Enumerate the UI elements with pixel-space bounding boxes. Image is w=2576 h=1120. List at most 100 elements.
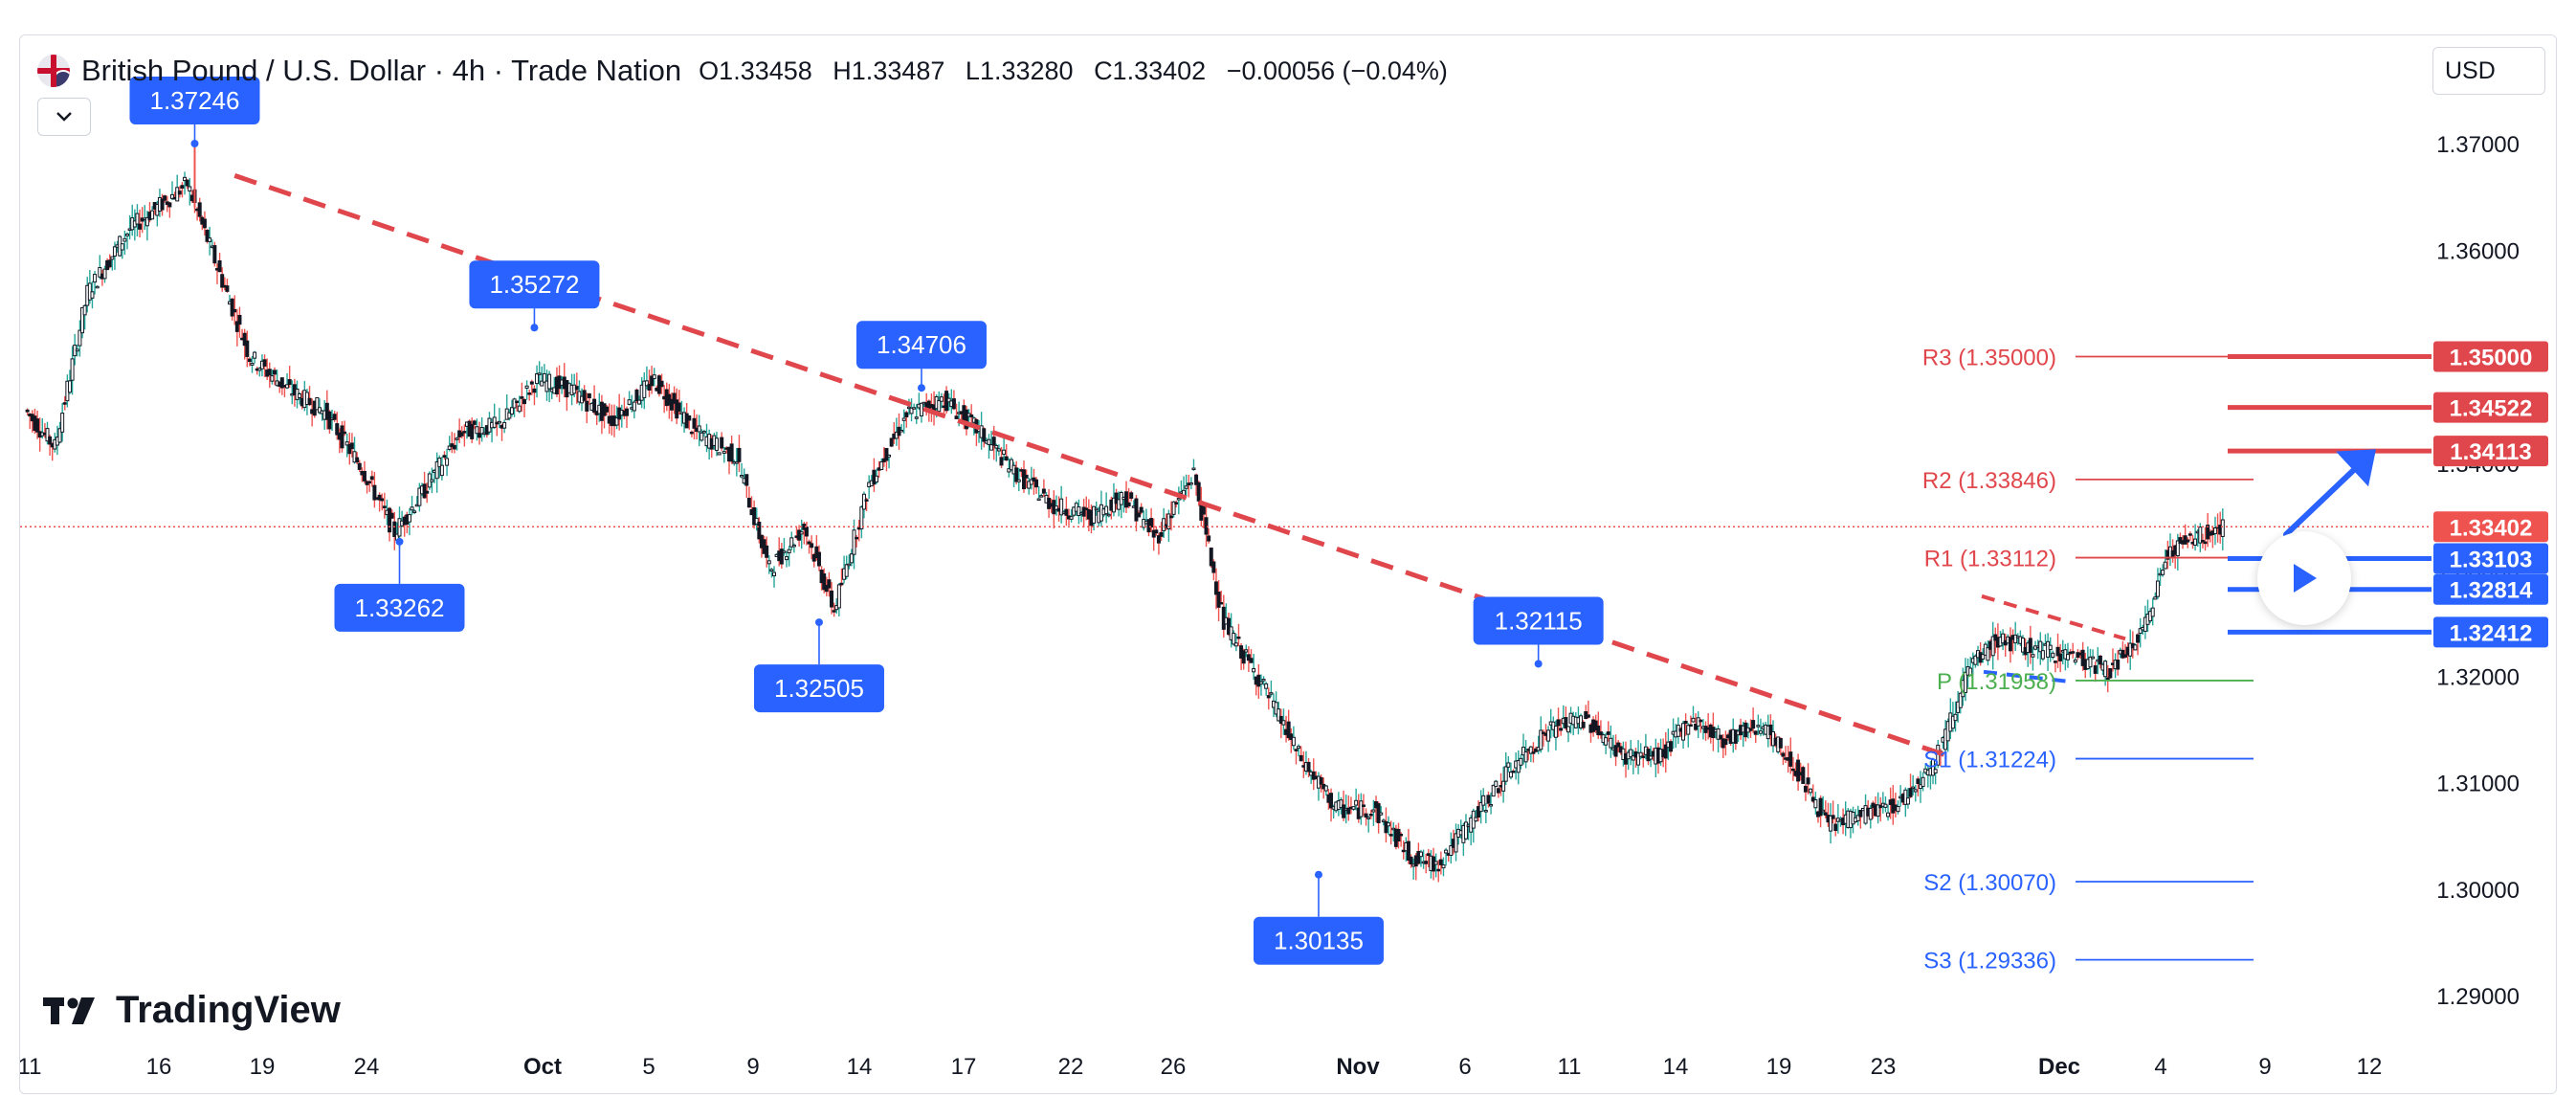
swing-callout-box[interactable] — [469, 260, 600, 309]
candle-body — [1436, 868, 1441, 872]
candle-body — [1424, 861, 1429, 864]
candle-body — [632, 401, 636, 412]
x-tick-label: 26 — [1161, 1054, 1187, 1080]
candle-body — [605, 406, 610, 413]
candle-body — [720, 437, 724, 449]
candle-body — [1371, 809, 1376, 813]
candle-body — [2065, 654, 2070, 661]
projection-arrow[interactable] — [2283, 461, 2362, 538]
symbol-title[interactable]: British Pound / U.S. Dollar · 4h · Trade… — [81, 54, 682, 87]
candle-body — [317, 407, 322, 414]
candle-body — [285, 384, 290, 389]
swing-callout-box[interactable] — [855, 321, 987, 370]
candle-body — [197, 202, 202, 217]
candle-body — [1986, 647, 1990, 661]
candle-body — [1631, 755, 1635, 761]
candle-body — [1598, 731, 1603, 736]
candle-body — [1416, 850, 1421, 864]
candle-body — [1264, 683, 1269, 689]
candle-body — [637, 399, 642, 405]
candle-body — [70, 358, 75, 381]
price-axis-tag — [2433, 341, 2548, 372]
candle-body — [614, 417, 619, 426]
candle-body — [202, 218, 207, 229]
candle-body — [899, 429, 904, 433]
candle-body — [110, 256, 115, 260]
candle-body — [1191, 467, 1196, 471]
candle-body — [697, 425, 701, 433]
candle-body — [1232, 633, 1236, 645]
chart-header: British Pound / U.S. Dollar · 4h · Trade… — [37, 51, 1461, 91]
tradingview-logo[interactable]: TradingView — [43, 989, 341, 1032]
candle-body — [307, 397, 312, 406]
candle-body — [163, 195, 167, 201]
candle-body — [1903, 789, 1908, 805]
candle-body — [1361, 804, 1366, 807]
swing-callout-box[interactable] — [1253, 916, 1384, 965]
replay-play-button[interactable] — [2257, 531, 2351, 625]
candle-body — [1274, 702, 1278, 715]
legend-toggle-button[interactable] — [37, 98, 91, 136]
candle-body — [425, 490, 430, 494]
pivot-level-label: R1 (1.33112) — [1924, 547, 2056, 572]
candle-body — [1409, 856, 1413, 865]
candle-body — [1077, 506, 1081, 517]
candle-body — [1444, 849, 1449, 854]
candle-body — [1668, 741, 1673, 752]
candle-body — [1613, 745, 1618, 757]
price-axis-tag-label: 1.34522 — [2450, 396, 2533, 422]
candle-body — [737, 447, 742, 462]
candle-body — [1188, 482, 1193, 485]
candle-body — [2133, 644, 2138, 651]
change-value: −0.00056 (−0.04%) — [1226, 56, 1448, 85]
candle-body — [836, 584, 841, 609]
candle-body — [2038, 640, 2043, 653]
x-tick-label: 11 — [20, 1054, 41, 1080]
candle-body — [340, 425, 344, 449]
candle-body — [1496, 788, 1500, 794]
candle-body — [1009, 459, 1013, 471]
candle-body — [475, 426, 479, 435]
price-chart[interactable]: 1.370001.360001.350001.340001.330001.320… — [20, 35, 2556, 1093]
candle-body — [1911, 786, 1916, 790]
swing-callout-label: 1.32115 — [1495, 606, 1583, 635]
candle-body — [177, 190, 182, 195]
channel-line[interactable] — [1981, 594, 2126, 641]
candle-body — [524, 385, 529, 389]
candle-body — [652, 374, 656, 379]
candle-body — [996, 448, 1001, 452]
candle-body — [2073, 660, 2077, 663]
candle-body — [2013, 634, 2018, 644]
candle-body — [2187, 533, 2192, 536]
candle-body — [1137, 512, 1142, 518]
candle-body — [287, 379, 292, 386]
swing-callout-box[interactable] — [1473, 596, 1604, 645]
candle-body — [520, 396, 524, 399]
candle-body — [1168, 515, 1173, 519]
candle-body — [1454, 833, 1458, 853]
candle-body — [1818, 797, 1823, 817]
candle-body — [669, 398, 674, 411]
candle-body — [585, 400, 589, 412]
swing-callout-box[interactable] — [129, 77, 260, 124]
callout-anchor — [395, 537, 404, 546]
pivot-level-label: R3 (1.35000) — [1922, 346, 2056, 371]
candle-body — [951, 398, 956, 410]
open-value: O1.33458 — [699, 56, 812, 85]
candle-body — [2053, 661, 2057, 663]
candle-body — [1354, 799, 1359, 806]
swing-callout-box[interactable] — [753, 664, 884, 713]
candle-body — [1528, 746, 1533, 754]
candle-body — [225, 285, 230, 292]
candle-body — [1339, 799, 1344, 809]
candle-body — [1691, 717, 1696, 723]
candle-body — [1511, 771, 1516, 773]
candle-body — [1719, 734, 1723, 740]
pivot-level-label: S2 (1.30070) — [1923, 870, 2056, 896]
candle-body — [1831, 815, 1835, 819]
swing-callout-box[interactable] — [334, 583, 465, 632]
price-axis-tag — [2433, 616, 2548, 648]
currency-button[interactable]: USD — [2432, 47, 2545, 95]
price-axis-tag-label: 1.32814 — [2450, 578, 2533, 604]
channel-line[interactable] — [1983, 669, 2069, 683]
